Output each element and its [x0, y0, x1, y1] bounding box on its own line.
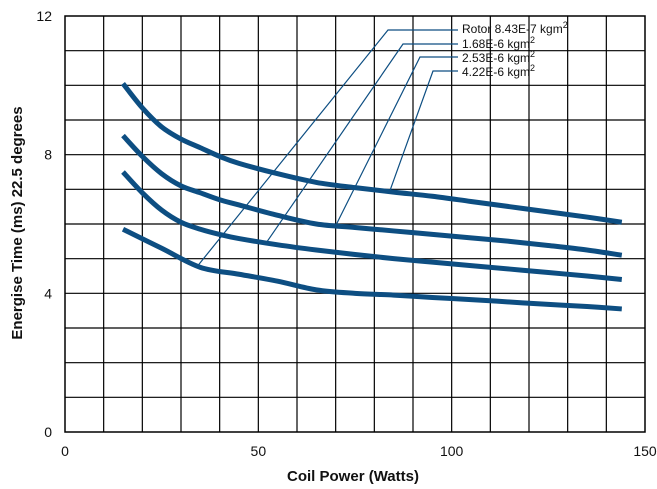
series-line [121, 226, 622, 312]
legend-entry: 1.68E-6 kgm2 [462, 35, 535, 51]
y-tick-label: 8 [44, 147, 52, 163]
y-tick-label: 12 [36, 8, 52, 24]
legend-leader-line [265, 43, 458, 244]
y-axis-ticks: 0 4 8 12 [36, 8, 52, 440]
y-tick-label: 4 [44, 285, 52, 301]
legend-entry: Rotor 8.43E-7 kgm2 [462, 20, 568, 36]
series-line [121, 133, 623, 258]
x-axis-label: Coil Power (Watts) [287, 468, 419, 485]
plot-frame [64, 15, 646, 433]
legend-entry: 4.22E-6 kgm2 [462, 63, 535, 79]
series-line [121, 82, 623, 225]
x-tick-label: 50 [251, 443, 267, 459]
legend-leader-line [389, 70, 458, 192]
legend-entry: 2.53E-6 kgm2 [462, 49, 535, 65]
legend-leader-lines [195, 29, 458, 268]
grid [65, 16, 645, 432]
x-tick-label: 150 [633, 443, 657, 459]
x-axis-ticks: 0 50 100 150 [61, 443, 657, 459]
series-line [121, 170, 623, 282]
x-tick-label: 0 [61, 443, 69, 459]
legend-leader-line [195, 29, 458, 268]
legend-leader-line [335, 56, 458, 227]
series-lines [121, 82, 623, 312]
y-tick-label: 0 [44, 424, 52, 440]
y-axis-label: Energise Time (ms) 22.5 degrees [9, 106, 26, 339]
x-tick-label: 100 [440, 443, 464, 459]
